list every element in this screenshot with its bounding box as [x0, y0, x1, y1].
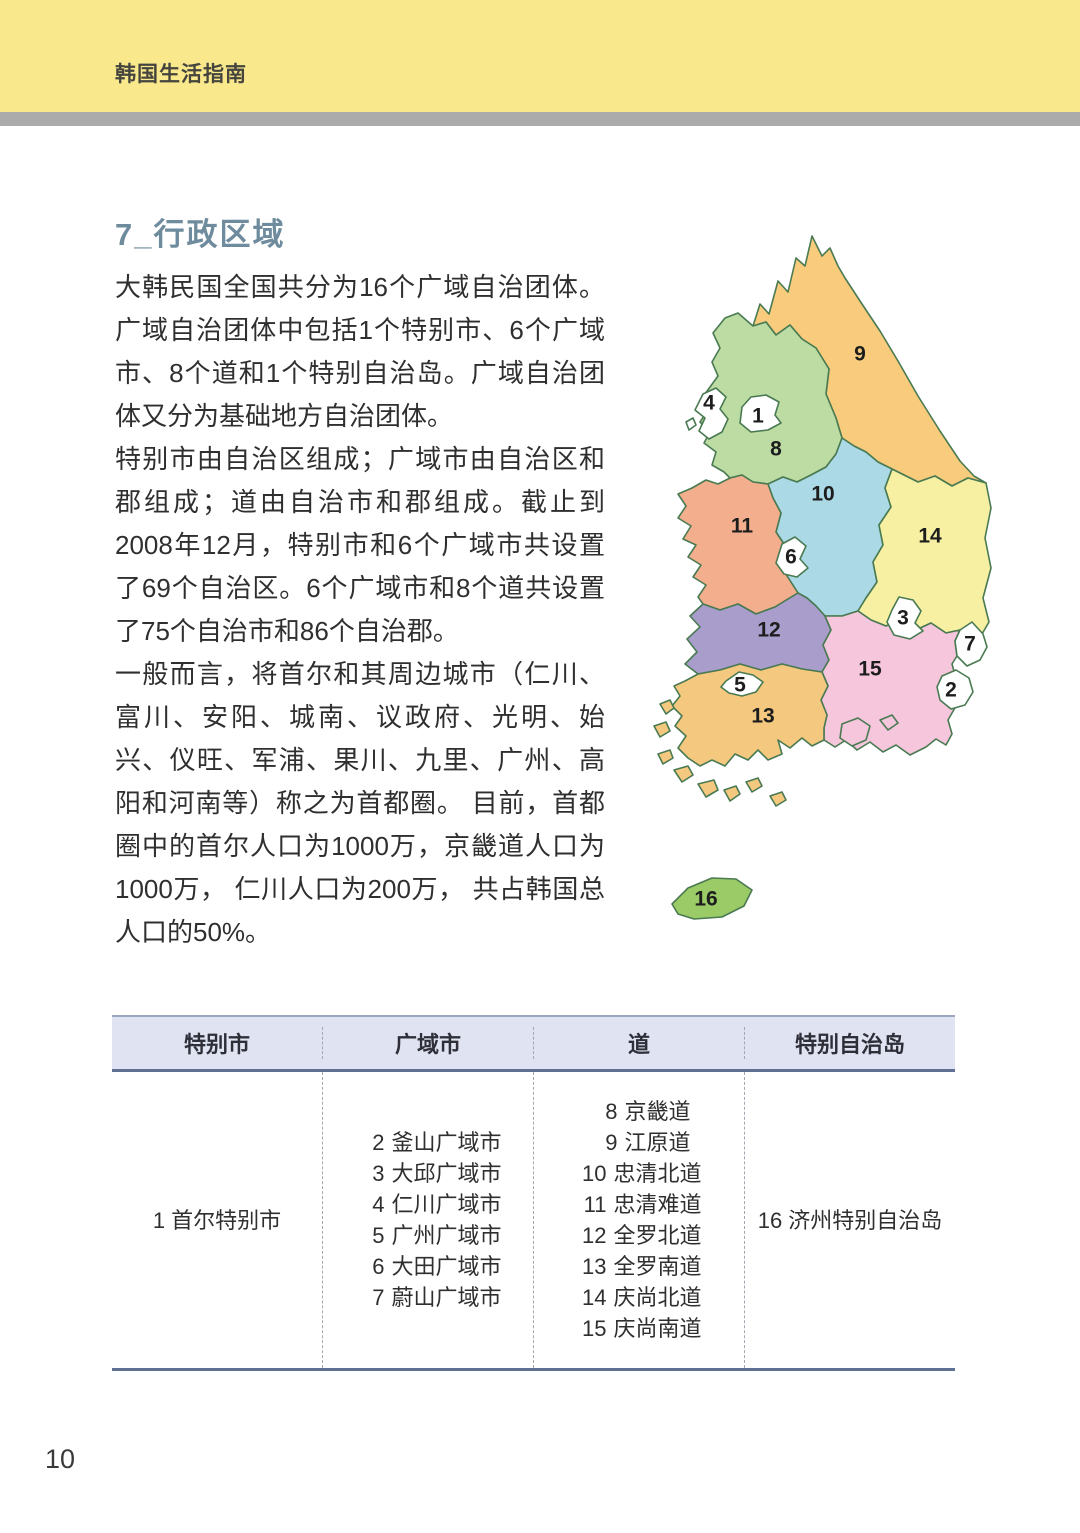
- map-region-label-6: 6: [785, 546, 797, 569]
- page-number: 10: [45, 1444, 76, 1474]
- map-region-1: [739, 394, 782, 433]
- table-entry: 2 釜山广域市: [372, 1130, 502, 1155]
- column-header-metro-city: 广域市: [322, 1027, 533, 1059]
- paragraph: 一般而言，将首尔和其周边城市（仁川、富川、安阳、城南、议政府、光明、始兴、仪旺、…: [115, 659, 605, 947]
- map-island: [745, 777, 763, 793]
- map-region-label-8: 8: [770, 438, 782, 461]
- column-header-province: 道: [533, 1027, 744, 1059]
- table-entry: 12 全罗北道: [582, 1223, 702, 1248]
- paragraph: 大韩民国全国共分为16个广域自治团体。广域自治团体中包括1个特别市、6个广域市、…: [115, 272, 605, 431]
- paragraph: 特别市由自治区组成；广域市由自治区和郡组成；道由自治市和郡组成。截止到2008年…: [115, 444, 605, 646]
- table-entry: 14 庆尚北道: [582, 1285, 702, 1310]
- map-region-label-14: 14: [918, 525, 942, 548]
- map-region-label-7: 7: [964, 633, 976, 656]
- body-paragraphs: 大韩民国全国共分为16个广域自治团体。广域自治团体中包括1个特别市、6个广域市、…: [115, 266, 605, 954]
- divider-bar: [0, 112, 1080, 126]
- map-island: [839, 717, 871, 747]
- map-region-label-1: 1: [752, 405, 764, 428]
- map-island: [697, 779, 719, 798]
- header-title: 韩国生活指南: [115, 63, 247, 86]
- map-island: [653, 721, 671, 738]
- table-entry: 11 忠清难道: [583, 1192, 702, 1217]
- column-metro-city: 2 釜山广域市 3 大邱广域市 4 仁川广域市 5 广州广域市 6 大田广域市 7 蔚山广域市: [322, 1072, 533, 1368]
- table-entry: 9 江原道: [605, 1130, 691, 1155]
- map-island: [685, 417, 697, 431]
- map-island: [769, 791, 787, 807]
- table-entry: 13 全罗南道: [582, 1254, 702, 1279]
- map-region-label-4: 4: [703, 392, 715, 415]
- korea-administrative-map: 1 2 3 4 5 6 7 8 9 10 11 12 13 14 15 16: [630, 226, 998, 934]
- column-special-city: 1 首尔特别市: [112, 1072, 322, 1368]
- map-region-label-12: 12: [757, 619, 780, 642]
- map-region-16: [671, 877, 753, 920]
- map-region-2: [936, 669, 974, 710]
- map-region-label-2: 2: [945, 679, 957, 702]
- table-entry: 10 忠清北道: [582, 1161, 702, 1186]
- table-entry: 7 蔚山广域市: [372, 1285, 502, 1310]
- map-region-label-11: 11: [731, 515, 754, 538]
- table-entry: 16 济州特别自治岛: [757, 1207, 943, 1233]
- map-island: [657, 749, 674, 765]
- column-header-special-island: 特别自治岛: [744, 1027, 955, 1059]
- map-region-3: [886, 596, 924, 640]
- column-special-island: 16 济州特别自治岛: [744, 1072, 955, 1368]
- table-entry: 4 仁川广域市: [372, 1192, 502, 1217]
- admin-divisions-table: 特别市 广域市 道 特别自治岛 1 首尔特别市 2 釜山广域市 3 大邱广域市 4 仁川广…: [112, 1015, 955, 1371]
- table-entry: 15 庆尚南道: [582, 1316, 702, 1341]
- table-entry: 3 大邱广域市: [372, 1161, 502, 1186]
- map-region-4: [694, 387, 729, 440]
- page-content: 7_行政区域 大韩民国全国共分为16个广域自治团体。广域自治团体中包括1个特别市…: [0, 126, 1080, 1533]
- column-header-special-city: 特别市: [183, 1032, 250, 1057]
- map-island: [659, 699, 675, 715]
- table-entry: 6 大田广域市: [372, 1254, 502, 1279]
- map-region-6: [775, 536, 809, 578]
- map-island: [673, 765, 694, 783]
- map-island: [723, 785, 741, 802]
- map-region-13: [671, 663, 829, 767]
- map-island: [879, 714, 899, 731]
- table-entry: 1 首尔特别市: [152, 1207, 282, 1233]
- table-body: 1 首尔特别市 2 釜山广域市 3 大邱广域市 4 仁川广域市 5 广州广域市 6 大田广域市 7 蔚…: [112, 1072, 955, 1371]
- map-region-7: [954, 621, 988, 667]
- map-region-label-3: 3: [897, 607, 909, 630]
- map-region-label-9: 9: [854, 343, 866, 366]
- map-region-5: [720, 671, 764, 697]
- map-region-label-5: 5: [734, 674, 746, 697]
- map-region-label-16: 16: [694, 888, 717, 911]
- map-region-label-13: 13: [751, 705, 774, 728]
- map-region-label-10: 10: [811, 483, 834, 506]
- section-heading: 7_行政区域: [115, 217, 286, 252]
- table-header-row: 特别市 广域市 道 特别自治岛: [112, 1015, 955, 1072]
- column-province: 8 京畿道 9 江原道 10 忠清北道 11 忠清难道 12 全罗北道 13 全罗南道 14 庆尚北道 15…: [533, 1072, 744, 1368]
- page-header-band: 韩国生活指南: [0, 0, 1080, 112]
- table-entry: 8 京畿道: [605, 1099, 691, 1124]
- map-region-label-15: 15: [858, 658, 882, 681]
- table-entry: 5 广州广域市: [372, 1223, 502, 1248]
